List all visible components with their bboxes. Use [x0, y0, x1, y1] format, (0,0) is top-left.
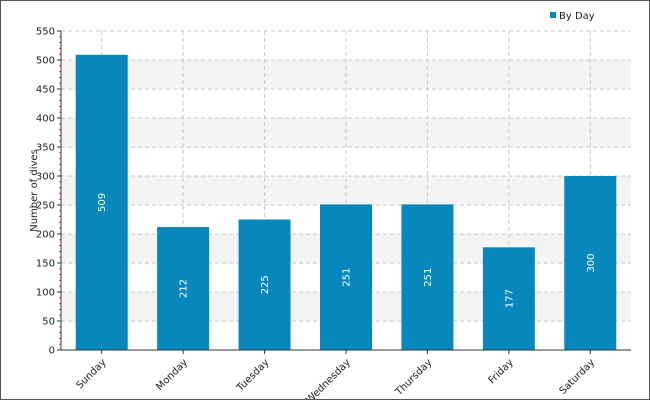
y-axis-title: Number of dives — [29, 149, 40, 232]
y-tick-label: 450 — [36, 85, 55, 96]
bar-value-label: 251 — [423, 268, 434, 287]
bar-value-label: 225 — [260, 275, 271, 294]
x-tick-label: Tuesday — [234, 357, 271, 394]
x-tick-label: Sunday — [74, 357, 108, 391]
legend-label: By Day — [559, 11, 595, 22]
bar-value-label: 177 — [504, 289, 515, 308]
bar-value-label: 509 — [97, 193, 108, 212]
y-tick-label: 550 — [36, 27, 55, 38]
y-tick-label: 50 — [42, 317, 55, 328]
x-tick-label: Friday — [487, 357, 516, 386]
y-tick-label: 150 — [36, 259, 55, 270]
y-tick-label: 400 — [36, 114, 55, 125]
bar-value-label: 300 — [586, 253, 597, 272]
legend: By Day — [550, 11, 595, 22]
x-tick-label: Monday — [154, 357, 190, 393]
x-tick-label: Thursday — [393, 357, 434, 398]
x-tick-label: Saturday — [558, 357, 598, 397]
legend-swatch — [550, 12, 556, 18]
y-tick-label: 0 — [49, 346, 55, 357]
bar-value-label: 212 — [179, 279, 190, 298]
x-axis-ticks: Sunday Monday Tuesday Wednesday Thursday Frid… — [74, 350, 597, 399]
y-tick-label: 100 — [36, 288, 55, 299]
x-tick-label: Wednesday — [304, 357, 353, 399]
y-tick-label: 500 — [36, 56, 55, 67]
bar-value-label: 251 — [342, 268, 353, 287]
